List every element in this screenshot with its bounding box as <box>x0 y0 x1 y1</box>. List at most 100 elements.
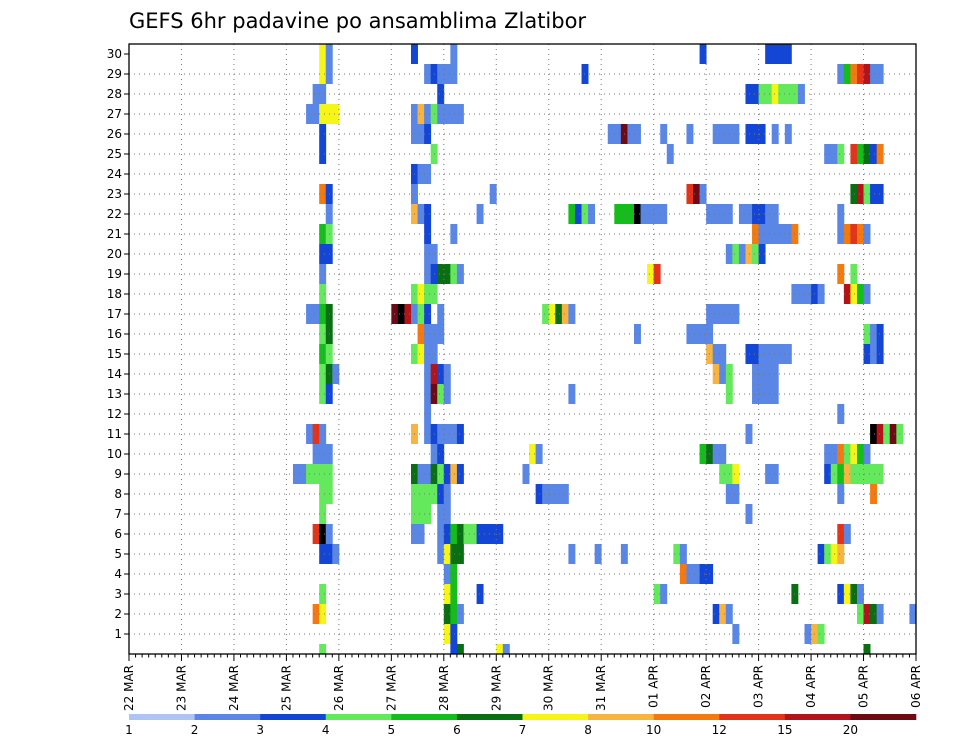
heatmap-cell <box>450 224 458 244</box>
heatmap-cell <box>784 124 792 144</box>
heatmap-cell <box>863 604 871 624</box>
heatmap-cell <box>752 244 759 264</box>
heatmap-cell <box>837 444 845 464</box>
heatmap-cell <box>712 204 720 224</box>
heatmap-cell <box>870 484 878 504</box>
heatmap-cell <box>542 304 550 324</box>
legend-swatch <box>653 714 720 720</box>
heatmap-cell <box>319 264 327 284</box>
heatmap-cell <box>765 44 773 64</box>
heatmap-cell <box>627 124 635 144</box>
heatmap-cell <box>424 224 432 244</box>
heatmap-cell <box>437 424 445 444</box>
heatmap-cell <box>850 584 858 604</box>
heatmap-cell <box>456 524 464 544</box>
heatmap-cell <box>456 544 464 564</box>
heatmap-cell <box>850 184 858 204</box>
heatmap-cell <box>771 384 779 404</box>
heatmap-cell <box>699 184 707 204</box>
heatmap-cell <box>863 64 871 84</box>
heatmap-cell <box>456 264 464 284</box>
heatmap-cell <box>424 404 432 424</box>
heatmap-cell <box>843 464 851 484</box>
legend-label: 2 <box>191 723 199 737</box>
heatmap-cell <box>758 364 766 384</box>
heatmap-cell <box>437 504 445 524</box>
y-tick-label: 20 <box>107 247 122 261</box>
heatmap-cell <box>424 344 432 364</box>
heatmap-cell <box>738 204 746 224</box>
legend-swatch <box>588 714 654 720</box>
legend-label: 3 <box>256 723 264 737</box>
heatmap-cell <box>443 364 451 384</box>
heatmap-cell <box>443 604 451 624</box>
heatmap-cell <box>863 224 871 244</box>
y-tick-label: 1 <box>114 627 122 641</box>
heatmap-cell <box>424 464 432 484</box>
heatmap-cell <box>319 384 327 404</box>
heatmap-cell <box>424 484 432 504</box>
heatmap-cell <box>876 344 884 364</box>
heatmap-cell <box>745 244 753 264</box>
x-tick-label: 01 APR <box>647 665 661 708</box>
heatmap-cell <box>312 84 320 104</box>
heatmap-cell <box>876 184 884 204</box>
legend-label: 20 <box>843 723 858 737</box>
heatmap-cell <box>450 64 458 84</box>
heatmap-cell <box>633 204 641 224</box>
heatmap-cell <box>699 444 707 464</box>
x-tick-label: 26 MAR <box>332 665 346 711</box>
heatmap-cell <box>889 424 897 444</box>
x-tick-label: 24 MAR <box>227 665 241 711</box>
heatmap-cell <box>870 424 878 444</box>
heatmap-cell <box>404 304 412 324</box>
x-tick-label: 02 APR <box>699 665 713 708</box>
heatmap-cell <box>417 104 425 124</box>
heatmap-cell <box>450 104 458 124</box>
legend-swatch <box>456 714 523 720</box>
heatmap-cell <box>719 444 727 464</box>
y-tick-label: 6 <box>114 527 122 541</box>
heatmap-cell <box>424 244 432 264</box>
heatmap-cell <box>850 144 858 164</box>
heatmap-cell <box>299 464 307 484</box>
heatmap-cell <box>627 204 635 224</box>
heatmap-cell <box>673 544 681 564</box>
heatmap-cell <box>758 124 766 144</box>
heatmap-cell <box>863 464 871 484</box>
heatmap-cell <box>765 204 773 224</box>
legend-label: 6 <box>453 723 461 737</box>
heatmap-cell <box>863 344 871 364</box>
plot-frame <box>128 43 917 655</box>
heatmap-cell <box>837 544 845 564</box>
heatmap-cell <box>417 204 425 224</box>
heatmap-cell <box>745 124 753 144</box>
heatmap-cell <box>771 364 779 384</box>
heatmap-cell <box>699 44 707 64</box>
heatmap-cell <box>437 484 445 504</box>
heatmap-cell <box>319 504 327 524</box>
heatmap-cell <box>424 424 432 444</box>
heatmap-cell <box>443 484 451 504</box>
heatmap-cell <box>752 344 759 364</box>
heatmap-cell <box>450 604 458 624</box>
x-tick-label: 04 APR <box>804 665 818 708</box>
heatmap-cell <box>660 124 668 144</box>
heatmap-cell <box>679 544 687 564</box>
heatmap-cell <box>876 604 884 624</box>
heatmap-cell <box>863 324 871 344</box>
x-tick-label: 23 MAR <box>174 665 188 711</box>
heatmap-cell <box>319 484 327 504</box>
heatmap-cell <box>765 384 773 404</box>
heatmap-cell <box>450 544 458 564</box>
heatmap-cell <box>712 364 720 384</box>
heatmap-cell <box>758 384 766 404</box>
heatmap-cell <box>758 244 766 264</box>
x-tick-label: 29 MAR <box>489 665 503 711</box>
legend-swatch <box>325 714 392 720</box>
legend-label: 4 <box>322 723 330 737</box>
heatmap-cell <box>437 324 445 344</box>
heatmap-cell <box>594 544 602 564</box>
heatmap-cell <box>666 144 674 164</box>
heatmap-cell <box>470 524 477 544</box>
